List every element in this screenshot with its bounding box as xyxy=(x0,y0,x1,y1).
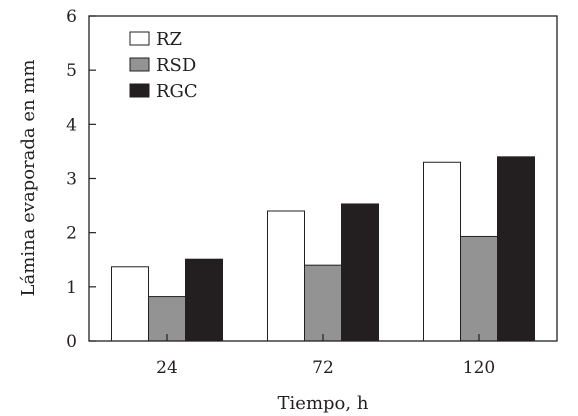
bar-rgc-72 xyxy=(342,204,379,341)
y-axis: 0 1 2 3 4 5 6 xyxy=(66,7,96,352)
legend-label-rsd: RSD xyxy=(156,55,196,76)
bar-rz-24 xyxy=(112,267,149,341)
legend-label-rgc: RGC xyxy=(156,81,198,102)
bar-rgc-24 xyxy=(186,259,223,341)
bar-rgc-120 xyxy=(498,157,535,341)
y-tick-label: 0 xyxy=(66,332,77,352)
legend-swatch-rz xyxy=(130,32,149,45)
bar-rz-120 xyxy=(424,162,461,341)
legend-swatch-rsd xyxy=(130,58,149,71)
y-axis-title: Lámina evaporada en mm xyxy=(18,60,39,297)
x-tick-label: 120 xyxy=(463,358,495,378)
bar-rsd-120 xyxy=(461,236,498,341)
x-tick-label: 24 xyxy=(156,358,178,378)
x-axis-title: Tiempo, h xyxy=(278,393,369,414)
bars-layer xyxy=(112,157,535,341)
y-tick-label: 2 xyxy=(66,224,77,244)
legend: RZ RSD RGC xyxy=(130,29,198,102)
y-tick-label: 6 xyxy=(66,7,77,27)
y-tick-label: 3 xyxy=(66,170,77,190)
y-tick-label: 1 xyxy=(66,278,77,298)
y-tick-label: 4 xyxy=(66,115,77,135)
bar-rz-72 xyxy=(268,211,305,341)
legend-swatch-rgc xyxy=(130,84,149,97)
legend-label-rz: RZ xyxy=(156,29,182,50)
y-tick-label: 5 xyxy=(66,61,77,81)
x-tick-label: 72 xyxy=(312,358,334,378)
bar-rsd-72 xyxy=(305,265,342,341)
